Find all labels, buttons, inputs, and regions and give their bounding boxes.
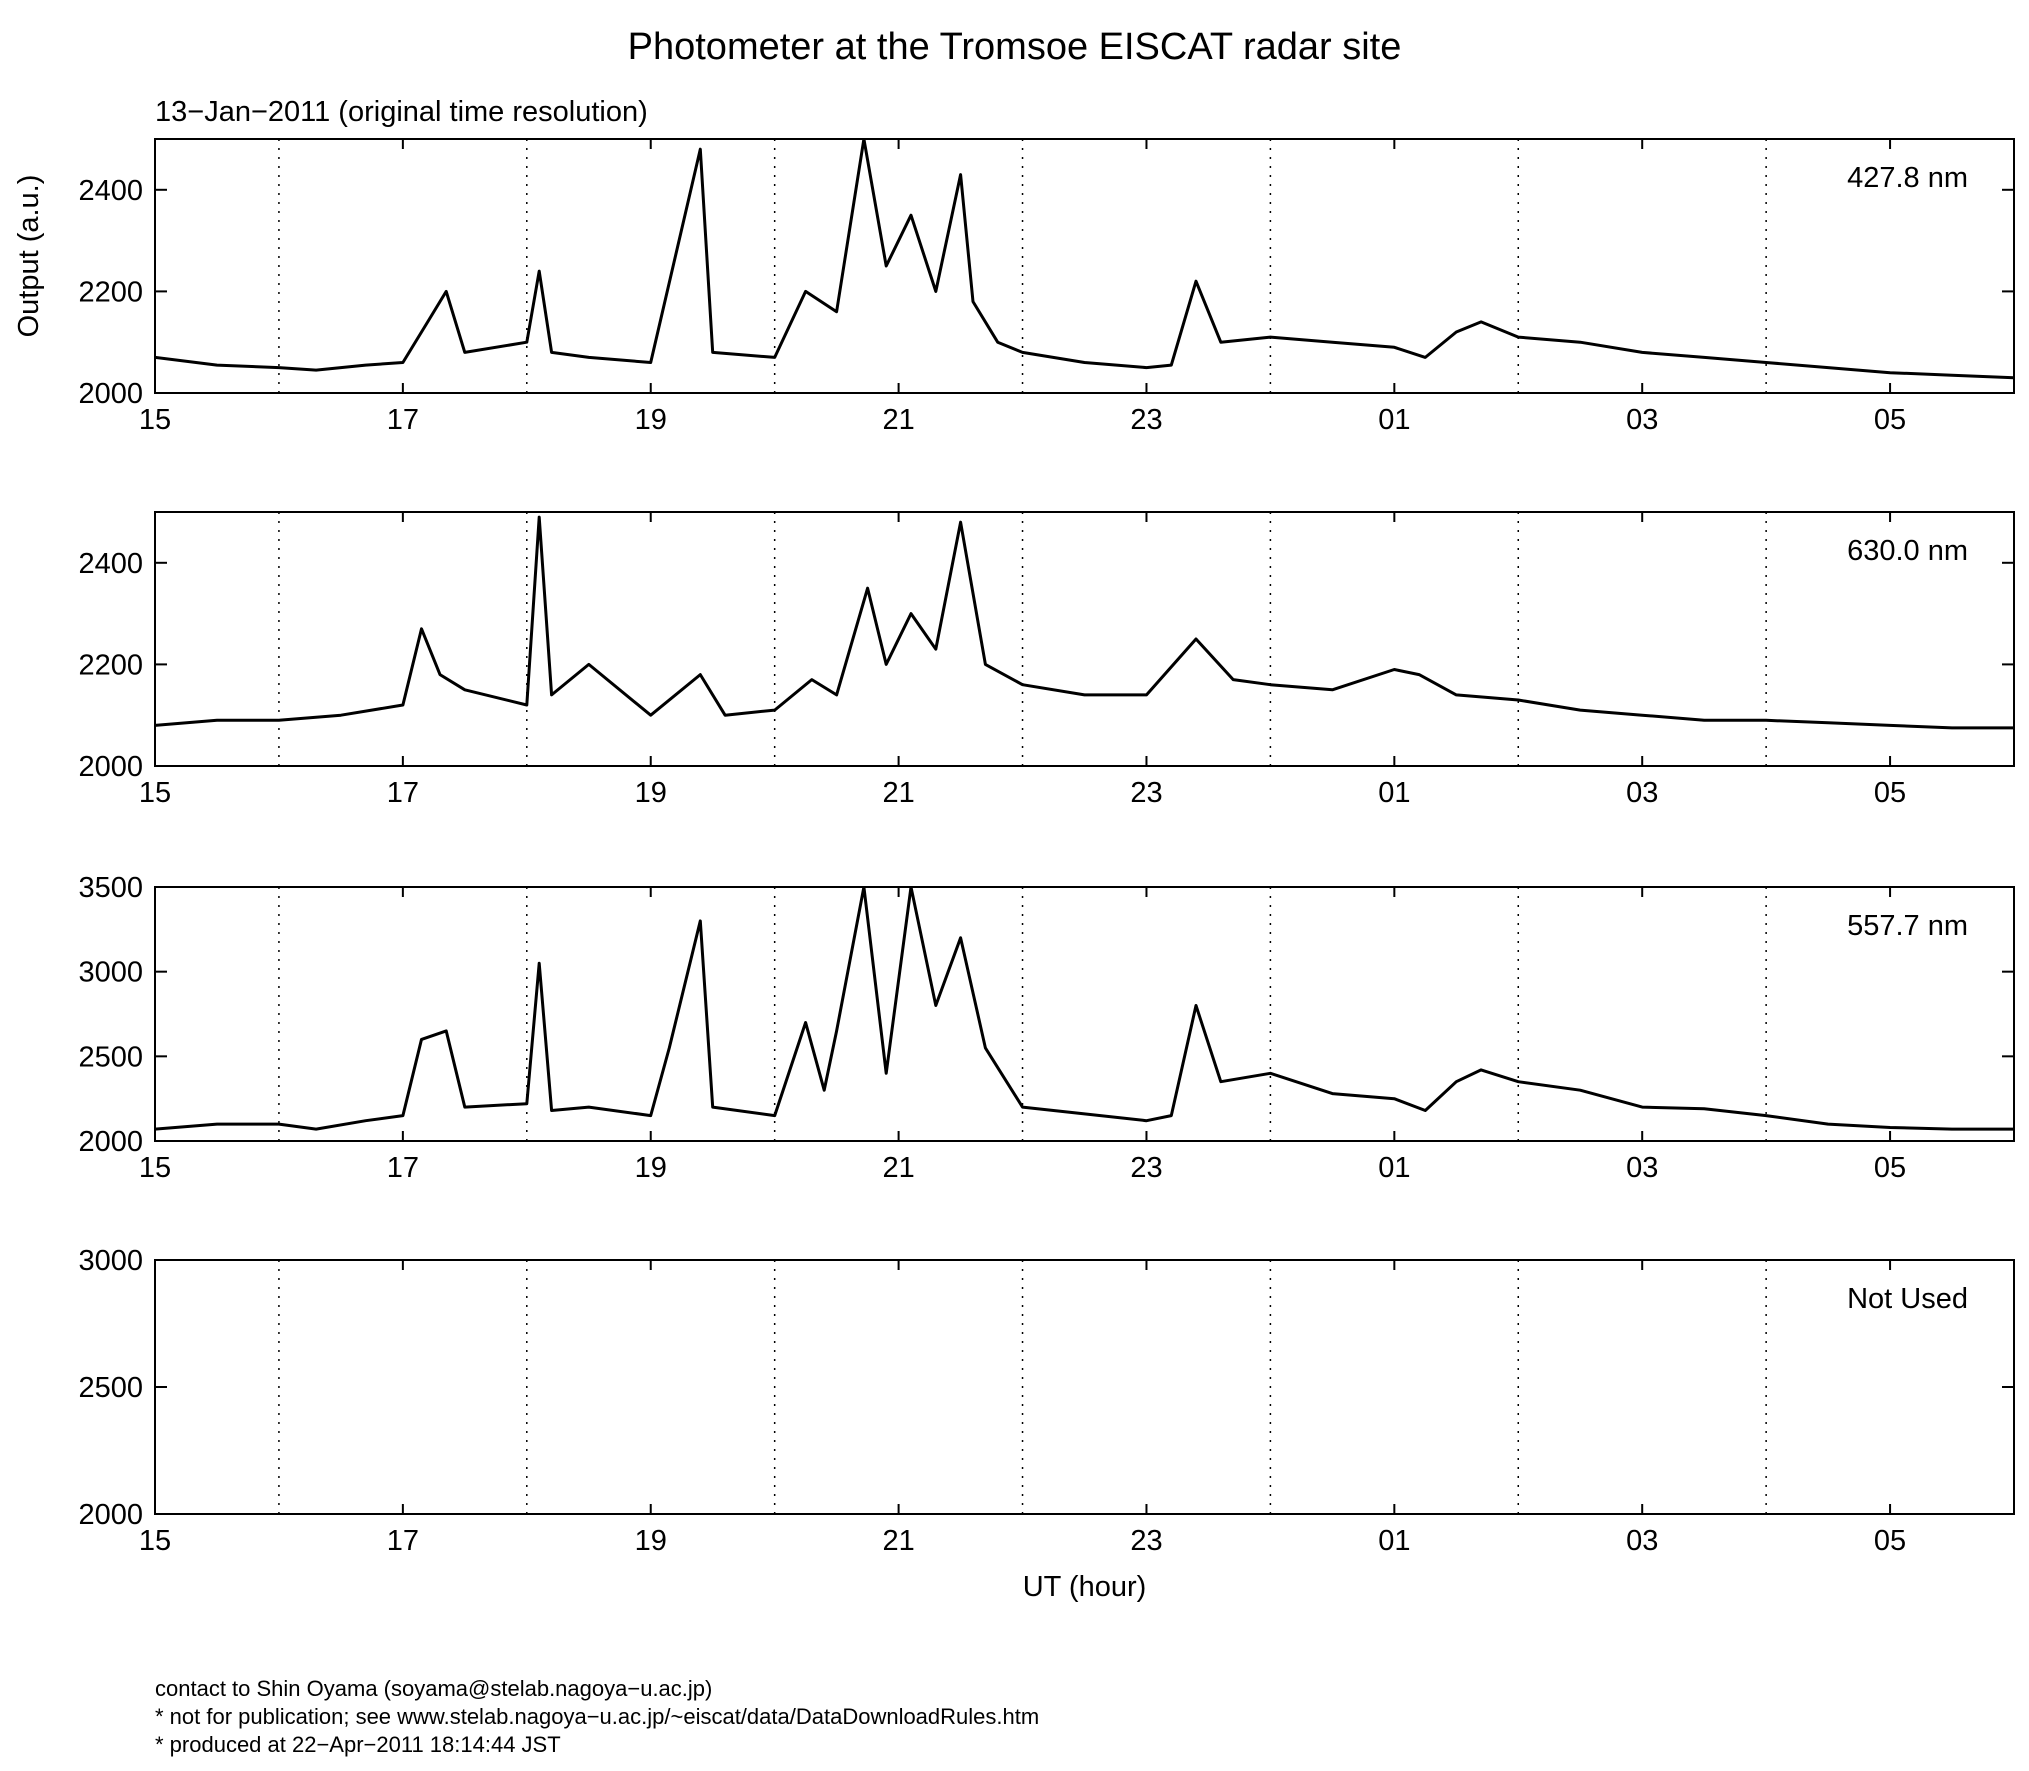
x-tick-label: 01	[1378, 1525, 1410, 1557]
x-tick-label: 23	[1130, 777, 1162, 809]
x-tick-label: 05	[1874, 1152, 1906, 1184]
x-tick-label: 01	[1378, 1152, 1410, 1184]
x-tick-label: 15	[139, 404, 171, 436]
axes-frame	[154, 138, 2015, 394]
panel-4: 15 17 19 21 23 01 03 05 2000 2500 3000 UT (hour) Not…	[78, 1245, 2015, 1603]
x-tick-label: 15	[139, 1152, 171, 1184]
x-tick-label: 17	[387, 777, 419, 809]
series-line-1	[155, 515, 2014, 730]
y-axis-label: Output (a.u.)	[13, 175, 45, 338]
y-tick-label: 2000	[78, 378, 143, 410]
panel-2: 15 17 19 21 23 01 03 05 2000 2200 2400 630.0 nm	[78, 511, 2015, 809]
panel-3: 15 17 19 21 23 01 03 05 2000 2500 3000 3500 557.7 nm	[78, 872, 2015, 1184]
series-line-1	[155, 887, 2014, 1131]
y-tick-label: 2000	[78, 1126, 143, 1158]
footer-contact: contact to Shin Oyama (soyama@stelab.nag…	[155, 1676, 713, 1701]
y-tick-label: 2000	[78, 1499, 143, 1531]
x-tick-label: 17	[387, 404, 419, 436]
x-tick-label: 17	[387, 1525, 419, 1557]
panel-annotation: Not Used	[1847, 1283, 1968, 1315]
axes-frame	[154, 886, 2015, 1142]
x-tick-label: 23	[1130, 1525, 1162, 1557]
x-tick-label: 23	[1130, 404, 1162, 436]
x-tick-label: 15	[139, 777, 171, 809]
x-tick-label: 03	[1626, 404, 1658, 436]
y-tick-label: 2000	[78, 751, 143, 783]
x-tick-label: 05	[1874, 1525, 1906, 1557]
panel-annotation: 630.0 nm	[1847, 535, 1968, 567]
y-tick-label: 2200	[78, 649, 143, 681]
footer-produced: * produced at 22−Apr−2011 18:14:44 JST	[155, 1732, 561, 1757]
chart-title: Photometer at the Tromsoe EISCAT radar s…	[627, 26, 1402, 68]
y-tick-label: 2400	[78, 548, 143, 580]
x-tick-label: 23	[1130, 1152, 1162, 1184]
y-tick-label: 2400	[78, 175, 143, 207]
x-tick-label: 21	[882, 1525, 914, 1557]
y-tick-label: 3000	[78, 1245, 143, 1277]
axes-frame	[154, 511, 2015, 767]
panel-annotation: 557.7 nm	[1847, 910, 1968, 942]
x-tick-label: 19	[635, 1152, 667, 1184]
x-tick-label: 01	[1378, 777, 1410, 809]
x-tick-label: 05	[1874, 777, 1906, 809]
panel-1: 15 17 19 21 23 01 03 05 2000 2200 2400 Output (a.u.…	[13, 138, 2015, 436]
x-tick-label: 17	[387, 1152, 419, 1184]
x-tick-label: 21	[882, 404, 914, 436]
x-tick-label: 15	[139, 1525, 171, 1557]
y-tick-label: 2500	[78, 1041, 143, 1073]
x-tick-label: 19	[635, 1525, 667, 1557]
date-subtitle: 13−Jan−2011 (original time resolution)	[155, 96, 648, 128]
y-tick-label: 3000	[78, 957, 143, 989]
x-tick-label: 21	[882, 1152, 914, 1184]
panel-annotation: 427.8 nm	[1847, 162, 1968, 194]
x-tick-label: 05	[1874, 404, 1906, 436]
x-tick-label: 03	[1626, 1525, 1658, 1557]
y-tick-label: 2500	[78, 1372, 143, 1404]
x-axis-label: UT (hour)	[1023, 1571, 1147, 1603]
series-line-1	[155, 139, 2014, 380]
y-tick-label: 3500	[78, 872, 143, 904]
axes-frame	[154, 1259, 2015, 1515]
x-tick-label: 01	[1378, 404, 1410, 436]
footer-notice: * not for publication; see www.stelab.na…	[155, 1704, 1040, 1729]
x-tick-label: 19	[635, 404, 667, 436]
x-tick-label: 03	[1626, 1152, 1658, 1184]
x-tick-label: 21	[882, 777, 914, 809]
x-tick-label: 19	[635, 777, 667, 809]
y-tick-label: 2200	[78, 276, 143, 308]
x-tick-label: 03	[1626, 777, 1658, 809]
